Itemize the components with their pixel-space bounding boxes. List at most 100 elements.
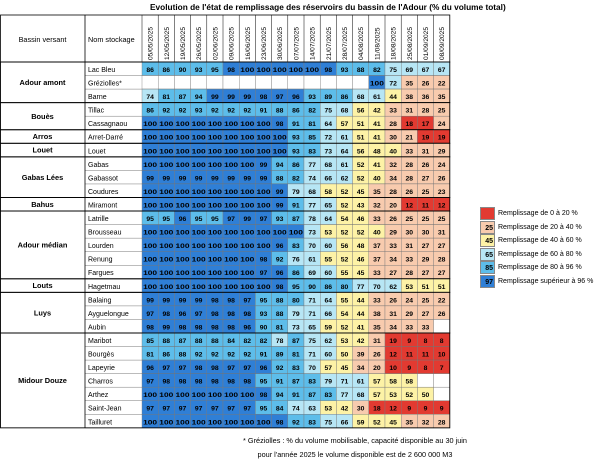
cell-value: 71 <box>341 379 349 386</box>
cell-value: 60 <box>325 243 333 250</box>
cell-value: 100 <box>240 284 254 291</box>
cell-value: 58 <box>389 379 397 386</box>
cell-value: 91 <box>260 108 268 115</box>
heat-cell <box>157 75 175 90</box>
cell-value: 74 <box>146 94 154 101</box>
cell-value: 100 <box>176 162 190 169</box>
cell-value: 61 <box>357 379 365 386</box>
cell-value: 95 <box>146 216 154 223</box>
cell-value: 25 <box>422 297 430 304</box>
cell-value: 93 <box>341 67 349 74</box>
cell-value: 96 <box>260 365 268 372</box>
cell-value: 62 <box>325 338 333 345</box>
storage-name: Louet <box>88 148 106 155</box>
group-border <box>0 332 451 429</box>
cell-value: 100 <box>143 189 157 196</box>
cell-value: 33 <box>389 243 397 250</box>
cell-value: 32 <box>389 162 397 169</box>
cell-value: 98 <box>211 365 219 372</box>
cell-value: 100 <box>257 202 271 209</box>
cell-value: 81 <box>276 324 284 331</box>
cell-value: 100 <box>192 284 206 291</box>
cell-value: 86 <box>292 270 300 277</box>
cell-value: 53 <box>325 406 333 413</box>
cell-value: 96 <box>276 270 284 277</box>
cell-value: 78 <box>308 216 316 223</box>
cell-value: 9 <box>407 338 411 345</box>
cell-value: 100 <box>159 257 173 264</box>
cell-value: 27 <box>438 243 446 250</box>
storage-name: Lourden <box>88 243 114 250</box>
cell-value: 100 <box>273 135 287 142</box>
cell-value: 68 <box>308 189 316 196</box>
cell-value: 83 <box>308 379 316 386</box>
cell-value: 34 <box>389 175 397 182</box>
cell-value: 61 <box>341 135 349 142</box>
cell-value: 97 <box>276 94 284 101</box>
cell-value: 96 <box>292 94 300 101</box>
cell-value: 35 <box>406 419 414 426</box>
cell-value: 26 <box>422 81 430 88</box>
cell-value: 98 <box>325 67 333 74</box>
cell-value: 92 <box>227 352 235 359</box>
cell-value: 100 <box>176 148 190 155</box>
cell-value: 100 <box>192 230 206 237</box>
cell-value: 100 <box>159 243 173 250</box>
cell-value: 69 <box>406 67 414 74</box>
cell-value: 19 <box>389 338 397 345</box>
cell-value: 30 <box>422 230 430 237</box>
cell-value: 31 <box>422 148 430 155</box>
cell-value: 27 <box>422 311 430 318</box>
cell-value: 100 <box>273 148 287 155</box>
date-label: 05/05/2025 <box>148 27 155 60</box>
cell-value: 28 <box>389 189 397 196</box>
cell-value: 33 <box>373 297 381 304</box>
cell-value: 83 <box>308 419 316 426</box>
cell-value: 9 <box>440 406 444 413</box>
cell-value: 26 <box>389 216 397 223</box>
cell-value: 97 <box>146 406 154 413</box>
heat-cell <box>417 373 434 388</box>
storage-name: Lac Bleu <box>88 67 115 74</box>
cell-value: 33 <box>406 257 414 264</box>
cell-value: 98 <box>211 297 219 304</box>
cell-value: 100 <box>208 270 222 277</box>
cell-value: 88 <box>179 352 187 359</box>
cell-value: 61 <box>308 257 316 264</box>
cell-value: 25 <box>438 216 446 223</box>
date-label: 26/05/2025 <box>196 27 203 60</box>
cell-value: 80 <box>341 284 349 291</box>
cell-value: 100 <box>176 135 190 142</box>
cell-value: 100 <box>257 243 271 250</box>
cell-value: 30 <box>389 135 397 142</box>
cell-value: 82 <box>373 67 381 74</box>
cell-value: 100 <box>240 257 254 264</box>
cell-value: 98 <box>211 311 219 318</box>
cell-value: 86 <box>146 67 154 74</box>
cell-value: 52 <box>357 230 365 237</box>
cell-value: 45 <box>357 270 365 277</box>
cell-value: 100 <box>192 270 206 277</box>
cell-value: 99 <box>163 175 171 182</box>
cell-value: 77 <box>308 202 316 209</box>
storage-name: Renung <box>88 257 113 264</box>
cell-value: 100 <box>257 189 271 196</box>
cell-value: 84 <box>227 338 235 345</box>
cell-value: 88 <box>357 67 365 74</box>
cell-value: 100 <box>208 121 222 128</box>
cell-value: 100 <box>224 189 238 196</box>
cell-value: 87 <box>179 338 187 345</box>
cell-value: 100 <box>370 81 384 88</box>
heat-cell <box>303 75 321 90</box>
cell-value: 28 <box>406 270 414 277</box>
cell-value: 100 <box>159 162 173 169</box>
cell-value: 100 <box>240 162 254 169</box>
cell-value: 100 <box>224 284 238 291</box>
cell-value: 34 <box>389 324 397 331</box>
storage-name: Ayguelongue <box>88 311 129 318</box>
cell-value: 97 <box>163 365 171 372</box>
cell-value: 81 <box>146 352 154 359</box>
cell-value: 30 <box>406 230 414 237</box>
cell-value: 40 <box>373 230 381 237</box>
